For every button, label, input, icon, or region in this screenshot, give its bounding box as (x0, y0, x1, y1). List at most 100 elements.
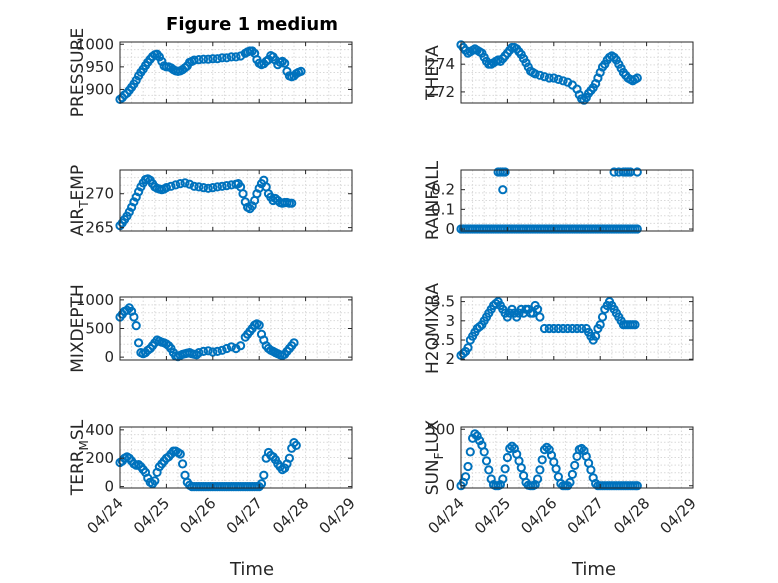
y-tick-label: 2.5 (431, 331, 455, 349)
y-axis-label: TERRMSL (68, 419, 91, 496)
data-point (567, 469, 578, 479)
y-tick-label: 500 (85, 320, 114, 338)
data-point (222, 53, 232, 63)
data-point (586, 465, 596, 475)
data-point (472, 431, 482, 441)
data-point (470, 429, 480, 439)
data-point (565, 477, 575, 487)
data-point (198, 183, 209, 193)
data-point (465, 447, 475, 457)
data-point (551, 464, 561, 474)
data-point (630, 320, 640, 330)
figure-title: Figure 1 medium (166, 14, 338, 35)
axis-box (460, 296, 694, 361)
data-point (572, 323, 582, 334)
data-point (217, 181, 227, 191)
axis-box (460, 426, 694, 489)
y-axis-label: MIXDEPTH (68, 284, 88, 373)
y-tick-label: 0 (445, 220, 455, 238)
data-point (284, 453, 294, 463)
data-point (544, 323, 554, 334)
y-tick-label: 265 (85, 219, 114, 237)
data-point (212, 346, 222, 356)
axis-box (460, 169, 694, 232)
data-point (535, 70, 545, 80)
data-point (500, 464, 510, 474)
data-point (535, 312, 545, 322)
data-point (500, 167, 510, 177)
data-point (154, 52, 164, 62)
data-point (231, 52, 241, 62)
y-axis-label: SUNFLUX (423, 419, 446, 495)
data-point (150, 476, 160, 486)
data-point (208, 347, 218, 357)
data-point (296, 66, 306, 77)
data-point (461, 472, 471, 482)
y-tick-label: 950 (85, 58, 114, 76)
data-point (502, 452, 512, 463)
y-tick-label: 0 (104, 348, 114, 366)
data-point (533, 304, 543, 314)
y-tick-label: 200 (85, 449, 114, 467)
data-point (567, 323, 578, 334)
y-axis-label: PRESSURE (68, 28, 88, 117)
data-point (595, 320, 605, 330)
data-point (539, 323, 550, 334)
data-point (484, 465, 494, 475)
data-point (597, 312, 608, 322)
data-point (131, 321, 141, 331)
axis-box (119, 169, 353, 232)
x-axis-label-right: Time (571, 559, 616, 580)
data-point (192, 350, 202, 360)
data-point (226, 52, 236, 62)
data-point (157, 56, 167, 67)
y-tick-label: 1000 (76, 35, 114, 53)
data-point (282, 66, 292, 77)
data-point (203, 346, 213, 356)
data-point (161, 183, 171, 193)
data-point (632, 224, 642, 234)
data-point (217, 53, 227, 63)
data-point (549, 323, 559, 334)
data-point (563, 323, 573, 334)
data-point (553, 323, 564, 334)
y-tick-label: 2 (445, 350, 455, 368)
data-point (289, 338, 299, 348)
data-point (194, 182, 204, 192)
data-point (226, 342, 236, 352)
data-point (222, 181, 232, 191)
data-point (498, 185, 508, 195)
data-point (203, 183, 213, 193)
data-point (280, 58, 290, 68)
data-point (254, 320, 264, 330)
data-point (171, 180, 181, 190)
data-point (549, 73, 559, 83)
data-point (129, 312, 139, 322)
data-point (166, 181, 176, 191)
data-point (131, 75, 141, 86)
data-point (558, 323, 568, 334)
data-point (185, 179, 195, 189)
data-point (189, 181, 199, 191)
data-point (222, 343, 232, 354)
y-tick-label: 0.1 (431, 200, 455, 218)
data-point (609, 167, 619, 177)
y-axis-label: THETA (423, 45, 443, 101)
data-point (535, 465, 545, 475)
data-point (194, 348, 204, 358)
data-point (632, 481, 642, 491)
y-tick-label: 0 (104, 478, 114, 496)
data-point (479, 447, 489, 457)
axis-box (460, 41, 694, 104)
data-point (198, 54, 209, 64)
data-point (212, 54, 222, 64)
data-point (134, 338, 144, 348)
data-point (553, 74, 564, 85)
